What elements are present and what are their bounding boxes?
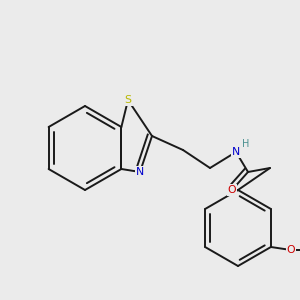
- Text: S: S: [124, 95, 131, 105]
- Text: N: N: [136, 167, 144, 177]
- Text: O: O: [286, 245, 295, 255]
- Text: N: N: [232, 147, 240, 157]
- Text: H: H: [242, 139, 250, 149]
- Text: O: O: [228, 185, 236, 195]
